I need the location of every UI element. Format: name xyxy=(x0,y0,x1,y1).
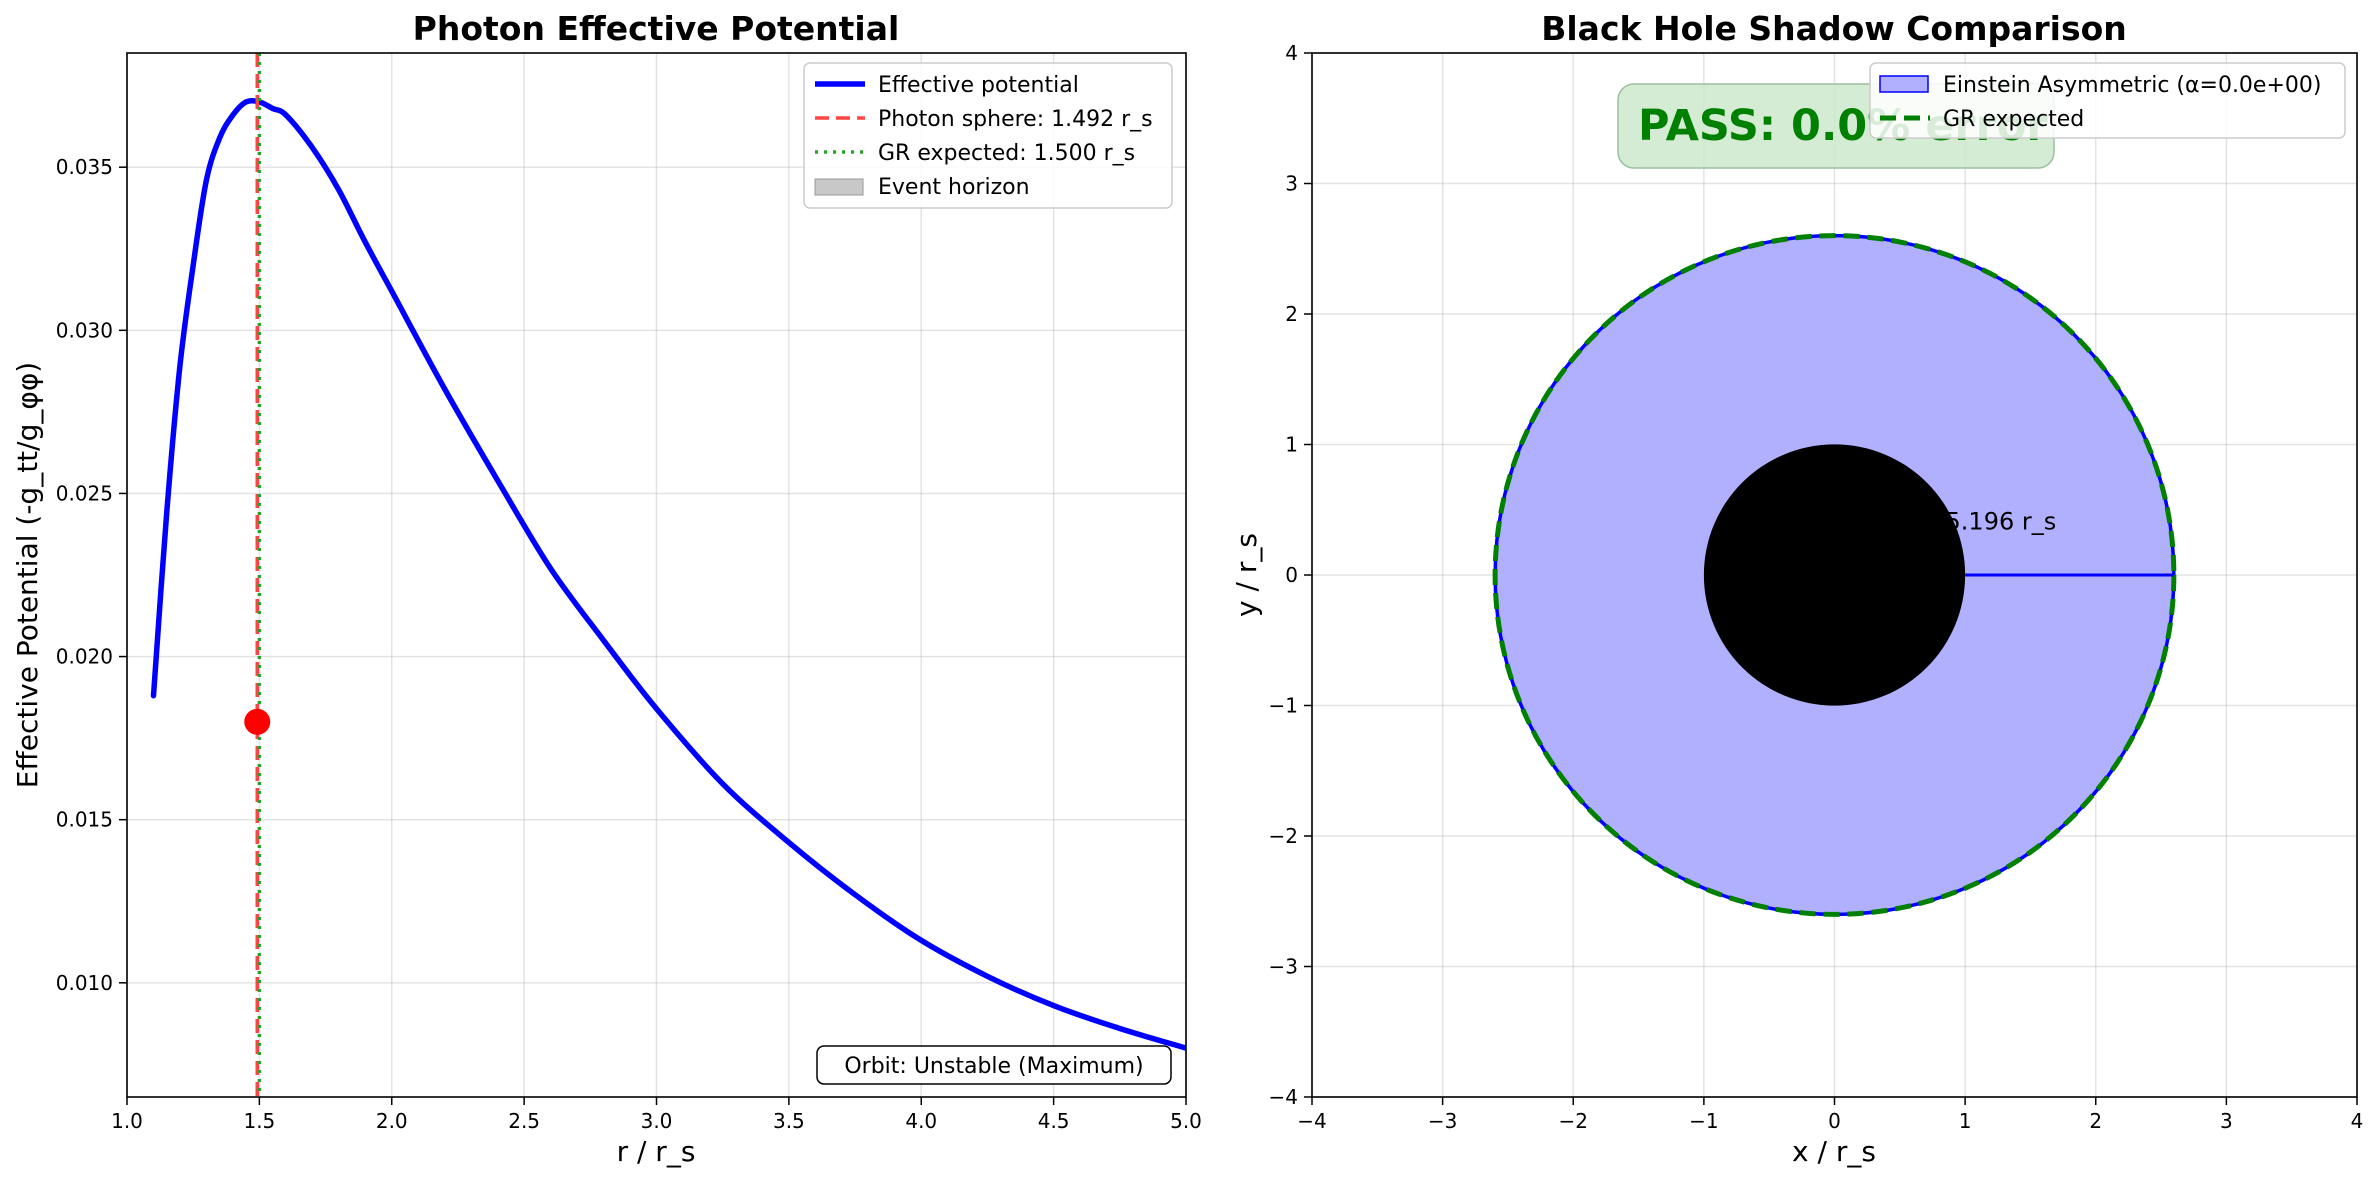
right-chart-title: Black Hole Shadow Comparison xyxy=(1541,9,2127,48)
legend-label-gr-expected: GR expected: 1.500 r_s xyxy=(878,141,1135,166)
right-y-tick-label: 2 xyxy=(1285,302,1298,326)
left-y-axis-label: Effective Potential (-g_tt/g_φφ) xyxy=(11,362,44,788)
left-x-tick-label: 3.0 xyxy=(641,1109,673,1133)
left-x-tick-label: 2.0 xyxy=(376,1109,408,1133)
right-x-tick-label: 2 xyxy=(2089,1109,2102,1133)
legend-swatch-event-horizon xyxy=(814,178,864,196)
orbit-annotation-box xyxy=(816,1045,1172,1085)
right-legend-box xyxy=(1869,62,2346,139)
left-y-tick-label: 0.030 xyxy=(56,318,113,342)
right-x-tick-label: 0 xyxy=(1828,1109,1841,1133)
legend-label-effective-potential: Effective potential xyxy=(878,73,1079,98)
legend-label-einstein-shadow: Einstein Asymmetric (α=0.0e+00) xyxy=(1943,73,2321,98)
left-x-tick-label: 3.5 xyxy=(773,1109,805,1133)
left-y-tick-label: 0.020 xyxy=(56,645,113,669)
right-y-tick-label: 3 xyxy=(1285,172,1298,196)
shadow-diameter-label: 5.196 r_s xyxy=(1946,507,2057,535)
shadow-comparison-panel: 5.196 r_s −4 −3 −2 −1 0 1 2 3 4 −4 −3 −2 −1 0 1 2 3 4 Bl… xyxy=(1230,9,2363,1168)
left-chart-title: Photon Effective Potential xyxy=(413,9,900,48)
left-legend-box xyxy=(803,62,1173,209)
right-y-ticks: −4 −3 −2 −1 0 1 2 3 4 xyxy=(1269,41,1312,1109)
orbit-annotation: Orbit: Unstable (Maximum) xyxy=(816,1045,1172,1085)
right-y-tick-label: 1 xyxy=(1285,433,1298,457)
effective-potential-line xyxy=(150,97,1186,1051)
right-legend: Einstein Asymmetric (α=0.0e+00) GR expec… xyxy=(1869,62,2346,139)
legend-label-photon-sphere: Photon sphere: 1.492 r_s xyxy=(878,107,1153,132)
effective-potential-panel: 1.0 1.5 2.0 2.5 3.0 3.5 4.0 4.5 5.0 0.0100.0150.… xyxy=(11,9,1202,1168)
left-y-tick-label: 0.010 xyxy=(56,971,113,995)
right-x-ticks: −4 −3 −2 −1 0 1 2 3 4 xyxy=(1297,1097,2363,1133)
left-legend: Effective potential Photon sphere: 1.492… xyxy=(803,62,1173,209)
left-x-tick-label: 1.0 xyxy=(111,1109,143,1133)
right-y-tick-label: −1 xyxy=(1269,694,1298,718)
right-y-tick-label: −2 xyxy=(1269,824,1298,848)
left-x-axis-label: r / r_s xyxy=(617,1135,696,1168)
event-horizon-disk xyxy=(1703,444,1966,706)
left-y-ticks: 0.010 0.015 0.020 0.025 0.030 0.035 xyxy=(56,155,127,995)
right-x-tick-label: −2 xyxy=(1559,1109,1588,1133)
right-y-tick-label: 0 xyxy=(1285,563,1298,587)
legend-label-gr-expected-circle: GR expected xyxy=(1943,107,2084,132)
left-y-tick-label: 0.035 xyxy=(56,155,113,179)
left-x-tick-label: 4.5 xyxy=(1038,1109,1070,1133)
right-x-tick-label: −1 xyxy=(1689,1109,1718,1133)
right-x-tick-label: 4 xyxy=(2351,1109,2364,1133)
right-x-tick-label: −3 xyxy=(1428,1109,1457,1133)
legend-label-event-horizon: Event horizon xyxy=(878,175,1030,200)
right-x-tick-label: 3 xyxy=(2220,1109,2233,1133)
right-x-tick-label: 1 xyxy=(1959,1109,1972,1133)
right-y-axis-label: y / r_s xyxy=(1230,533,1263,617)
right-x-axis-label: x / r_s xyxy=(1792,1135,1876,1168)
left-x-tick-label: 4.0 xyxy=(905,1109,937,1133)
left-y-tick-label: 0.015 xyxy=(56,808,113,832)
photon-sphere-marker xyxy=(244,708,271,735)
left-x-tick-label: 1.5 xyxy=(243,1109,275,1133)
right-y-tick-label: −4 xyxy=(1269,1085,1298,1109)
left-x-ticks: 1.0 1.5 2.0 2.5 3.0 3.5 4.0 4.5 5.0 xyxy=(111,1097,1202,1133)
right-x-tick-label: −4 xyxy=(1297,1109,1326,1133)
left-y-tick-label: 0.025 xyxy=(56,481,113,505)
right-y-tick-label: 4 xyxy=(1285,41,1298,65)
orbit-annotation-text: Orbit: Unstable (Maximum) xyxy=(844,1054,1143,1079)
right-y-tick-label: −3 xyxy=(1269,955,1298,979)
left-x-tick-label: 2.5 xyxy=(508,1109,540,1133)
legend-swatch-einstein-shadow xyxy=(1879,75,1929,93)
left-x-tick-label: 5.0 xyxy=(1170,1109,1202,1133)
